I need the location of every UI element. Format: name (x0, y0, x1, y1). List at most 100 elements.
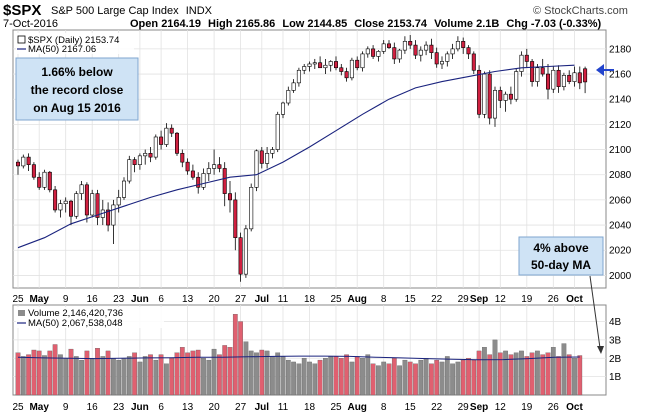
x-tick-label: Jul (255, 402, 270, 413)
close-label: Close (354, 18, 384, 30)
volume-bar (307, 361, 312, 396)
candle-body (95, 193, 100, 218)
volume-bar (296, 363, 302, 396)
candle-body (175, 132, 180, 154)
volume-bar (439, 361, 445, 396)
volume-bar (429, 363, 434, 396)
volume-bar (100, 356, 106, 396)
candle-body (296, 69, 301, 84)
candle-body (42, 171, 47, 188)
volume-value: 2.1B (476, 18, 499, 30)
volume-bar (391, 358, 397, 396)
volume-bar (116, 359, 122, 396)
volume-bar (444, 356, 450, 396)
x-tick-label: 27 (235, 294, 247, 305)
price-tick-label: 2140 (609, 95, 632, 106)
volume-bar (529, 352, 535, 396)
header-date: 7-Oct-2016 (3, 18, 58, 30)
price-tick-label: 2180 (609, 44, 632, 55)
candle-body (265, 153, 270, 164)
candle-body (212, 164, 217, 169)
volume-bar (79, 359, 84, 396)
volume-bar (503, 350, 508, 396)
candle-body (344, 71, 349, 79)
volume-bar (174, 352, 180, 396)
volume-tick-label: 1B (609, 372, 622, 383)
candle-body (137, 155, 142, 165)
x-tick-label: 6 (158, 294, 164, 305)
candle-body (498, 90, 503, 101)
x-tick-label: Oct (566, 294, 583, 305)
volume-bar (354, 356, 360, 396)
price-tick-label: 2120 (609, 120, 632, 131)
volume-bar (323, 358, 328, 396)
x-tick-label: Oct (566, 402, 583, 413)
candle-body (47, 171, 52, 191)
candle-body (164, 127, 169, 145)
x-tick-label: 19 (521, 402, 533, 413)
volume-bar (301, 358, 307, 396)
candle-body (418, 49, 423, 56)
candle-body (524, 54, 529, 62)
volume-bar (275, 352, 281, 396)
x-tick-label: 9 (63, 402, 69, 413)
x-tick-label: 23 (113, 402, 125, 413)
candle-body (53, 189, 58, 211)
volume-bar (254, 352, 259, 396)
volume-bar (492, 339, 498, 396)
volume-bar (58, 354, 63, 396)
candle-body (572, 72, 577, 82)
price-legend-text: $SPX (Daily) 2153.74 (28, 35, 119, 46)
volume-bar (153, 359, 159, 396)
price-tick-label: 2080 (609, 170, 632, 181)
volume-label: Volume (434, 18, 473, 30)
candle-body (333, 61, 338, 69)
candle-body (577, 72, 582, 84)
high-value: 2165.86 (236, 18, 276, 30)
x-tick-label: 11 (278, 402, 289, 413)
volume-legend-swatch (18, 310, 25, 316)
volume-bar (376, 365, 381, 396)
candle-body (381, 43, 386, 52)
x-tick-label: 16 (87, 294, 99, 305)
x-axis-labels-top: 25 May 9 16 23 Jun 6 13 20 27 Jul 11 18 25 Aug 8 15 22 29 S… (12, 294, 583, 305)
candle-body (450, 48, 455, 55)
candle-body (323, 64, 328, 69)
candle-body (79, 184, 84, 194)
volume-bar (460, 359, 466, 396)
header-index-name: S&P 500 Large Cap Index (51, 5, 179, 17)
volume-bar (434, 359, 440, 396)
volume-bar (344, 354, 349, 396)
volume-bar (111, 358, 116, 396)
volume-bar (540, 354, 546, 396)
volume-bar (476, 350, 482, 396)
x-tick-label: 13 (182, 294, 194, 305)
x-tick-label: May (29, 294, 49, 305)
volume-bar (47, 350, 53, 396)
volume-bar (105, 350, 111, 396)
candle-body (376, 51, 381, 57)
volume-bar (185, 352, 190, 396)
candle-body (159, 136, 164, 145)
candle-body (307, 63, 312, 67)
price-tick-label: 2060 (609, 195, 632, 206)
candle-body (424, 44, 429, 51)
volume-bar (365, 354, 371, 396)
candle-body (371, 48, 376, 57)
volume-bar (402, 359, 408, 396)
volume-legend-text: Volume 2,146,420,736 (28, 308, 123, 319)
volume-bar (232, 314, 238, 396)
candle-body (249, 187, 254, 230)
candle-body (31, 164, 36, 178)
volume-ma-line (17, 355, 580, 361)
candle-body (106, 209, 111, 226)
close-value: 2153.74 (387, 18, 428, 30)
candle-body (466, 47, 471, 55)
volume-bar (418, 359, 424, 396)
volume-bar (577, 355, 583, 396)
volume-bar (73, 356, 79, 396)
candle-body (471, 53, 476, 71)
x-tick-label: 18 (304, 402, 316, 413)
low-label: Low (282, 18, 304, 30)
